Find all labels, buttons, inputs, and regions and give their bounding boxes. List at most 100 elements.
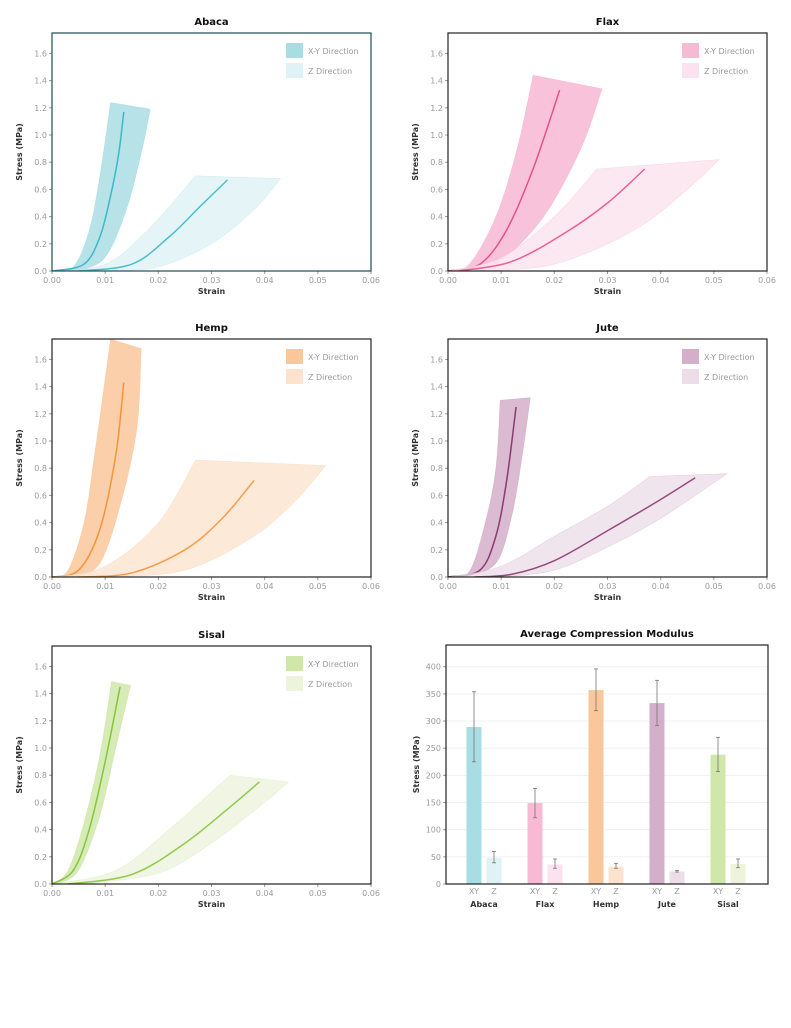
- mean-curve-z: [474, 477, 696, 577]
- band-xy: [52, 102, 151, 271]
- chart-title: Abaca: [194, 17, 228, 28]
- band-z: [52, 459, 327, 577]
- x-tick-label: 0.01: [96, 889, 114, 898]
- mean-curve-xy: [52, 111, 125, 271]
- y-tick-label: 1.2: [430, 410, 443, 419]
- legend-swatch: [286, 369, 303, 384]
- bar-sisal-z: [730, 863, 746, 884]
- legend-label: X-Y Direction: [704, 47, 755, 56]
- panel-flax: Flax 0.0 0.2 0.4 0.6 0.8 1.0 1.2 1.4 1.6 0.00 0.01 0…: [411, 17, 776, 296]
- x-tick-label: 0.06: [362, 582, 380, 591]
- x-axis-label: Strain: [594, 287, 622, 296]
- x-tick-label: 0.05: [309, 276, 327, 285]
- plot-area: [52, 102, 282, 271]
- x-tick-label: 0.03: [203, 276, 221, 285]
- y-tick-label: 100: [426, 826, 441, 835]
- legend-swatch: [286, 676, 303, 691]
- chart-title: Average Compression Modulus: [520, 629, 694, 640]
- y-tick-label: 0.4: [34, 213, 47, 222]
- y-tick-label: 1.0: [34, 437, 47, 446]
- bar-flax-z: [547, 864, 563, 884]
- x-tick-label: 0.02: [149, 889, 167, 898]
- x-tick-label: 0.01: [492, 582, 510, 591]
- bar-jute-xy: [649, 703, 665, 884]
- y-tick-label: 400: [426, 663, 441, 672]
- sub-label: Z: [613, 887, 619, 896]
- mean-curve-z: [78, 179, 228, 271]
- y-tick-label: 0.6: [430, 491, 443, 500]
- y-tick-label: 0.8: [430, 158, 443, 167]
- y-tick-label: 1.2: [34, 104, 47, 113]
- legend-swatch: [682, 349, 699, 364]
- y-tick-label: 0.0: [34, 880, 47, 889]
- bar-jute-z: [669, 871, 685, 884]
- y-tick-label: 1.4: [34, 383, 47, 392]
- legend-label: Z Direction: [704, 373, 748, 382]
- y-tick-label: 0.4: [34, 826, 47, 835]
- chart-title: Sisal: [198, 630, 225, 641]
- panel-sisal: Sisal 0.0 0.2 0.4 0.6 0.8 1.0 1.2 1.4 1.6 0.00 0.01…: [15, 630, 380, 909]
- x-tick-label: 0.06: [758, 276, 776, 285]
- x-tick-label: 0.00: [43, 889, 61, 898]
- x-tick-label: 0.04: [256, 582, 274, 591]
- x-tick-label: 0.02: [545, 276, 563, 285]
- sub-label: XY: [469, 887, 479, 896]
- legend-label: Z Direction: [308, 680, 352, 689]
- x-tick-label: 0.03: [599, 276, 617, 285]
- panel-abaca: Abaca 0.0 0.2 0.4 0.6 0.8 1.0 1.2 1.4 1.6 0.00 0.01…: [15, 17, 380, 296]
- sub-label: Z: [491, 887, 497, 896]
- category-label: Jute: [657, 900, 676, 909]
- legend-swatch: [682, 369, 699, 384]
- y-tick-label: 300: [426, 717, 441, 726]
- band-z: [52, 175, 282, 271]
- mean-curve-xy: [52, 686, 121, 884]
- plot-area: [52, 339, 327, 577]
- y-tick-label: 1.0: [430, 131, 443, 140]
- y-tick-label: 1.0: [34, 744, 47, 753]
- y-tick-label: 0.4: [430, 519, 443, 528]
- mean-curve-z: [78, 479, 255, 577]
- legend-swatch: [286, 43, 303, 58]
- y-tick-label: 1.6: [34, 662, 47, 671]
- mean-curve-z: [67, 781, 260, 884]
- y-axis-label: Stress (MPa): [15, 429, 24, 487]
- y-axis-label: Stress (MPa): [15, 123, 24, 181]
- chart-title: Jute: [595, 323, 619, 334]
- y-tick-label: 0.8: [34, 771, 47, 780]
- y-tick-label: 0.8: [34, 464, 47, 473]
- x-tick-label: 0.05: [705, 276, 723, 285]
- x-tick-label: 0.01: [96, 276, 114, 285]
- x-tick-label: 0.06: [362, 889, 380, 898]
- band-xy: [448, 397, 531, 577]
- x-tick-label: 0.03: [599, 582, 617, 591]
- y-tick-label: 1.6: [430, 49, 443, 58]
- x-tick-label: 0.04: [256, 276, 274, 285]
- x-tick-label: 0.04: [652, 276, 670, 285]
- y-tick-label: 350: [426, 690, 441, 699]
- y-tick-label: 1.4: [34, 77, 47, 86]
- y-tick-label: 0.6: [34, 185, 47, 194]
- category-label: Hemp: [593, 900, 619, 909]
- x-tick-label: 0.06: [362, 276, 380, 285]
- x-tick-label: 0.00: [43, 582, 61, 591]
- bar-abaca-z: [486, 857, 502, 884]
- legend-label: Z Direction: [308, 373, 352, 382]
- legend-label: X-Y Direction: [308, 353, 359, 362]
- sub-label: Z: [674, 887, 680, 896]
- x-tick-label: 0.02: [149, 582, 167, 591]
- legend-label: Z Direction: [704, 67, 748, 76]
- bar-sisal-xy: [710, 754, 726, 884]
- y-tick-label: 1.0: [34, 131, 47, 140]
- legend-label: X-Y Direction: [704, 353, 755, 362]
- y-tick-label: 250: [426, 744, 441, 753]
- chart-title: Flax: [596, 17, 620, 28]
- y-tick-label: 0.0: [34, 573, 47, 582]
- plot-frame: [447, 32, 768, 272]
- y-tick-label: 1.2: [430, 104, 443, 113]
- y-tick-label: 1.6: [34, 355, 47, 364]
- legend-label: X-Y Direction: [308, 47, 359, 56]
- y-tick-label: 1.4: [430, 77, 443, 86]
- bar-hemp-xy: [588, 690, 604, 884]
- legend-swatch: [286, 349, 303, 364]
- y-tick-label: 1.2: [34, 410, 47, 419]
